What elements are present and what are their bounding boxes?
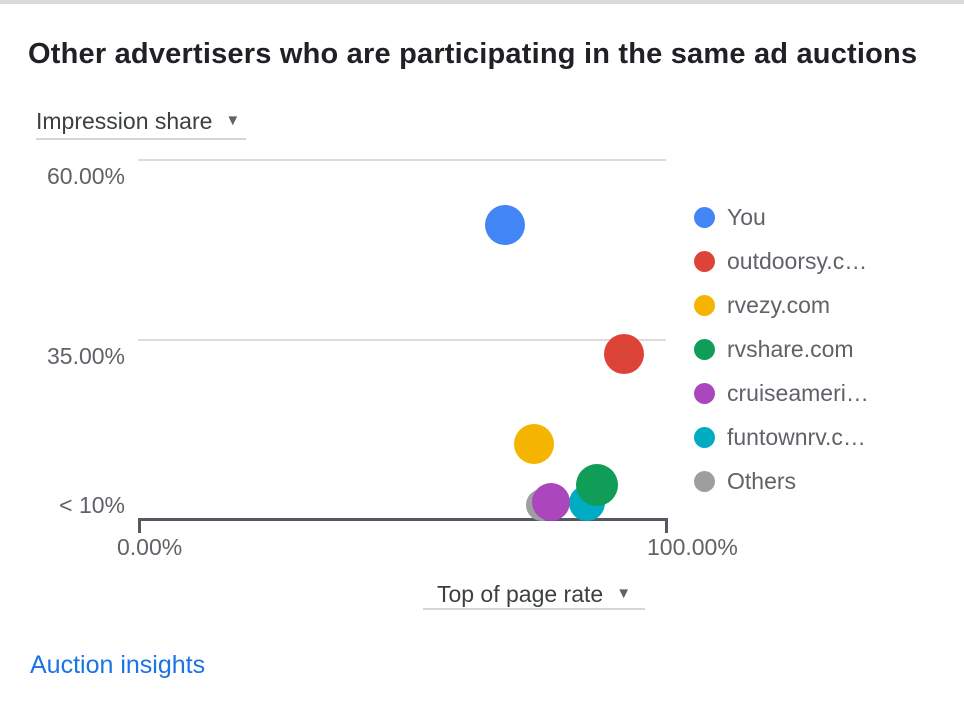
y-tick-label: < 10% — [59, 492, 125, 518]
x-axis-right-end-tick — [665, 518, 668, 533]
legend-color-dot-others — [694, 470, 715, 492]
legend-color-dot-cruiseameri — [694, 382, 715, 404]
legend-color-dot-rvezy-com — [694, 294, 715, 316]
legend-item-rvshare-com: rvshare.com — [694, 327, 869, 371]
impression-share-dropdown[interactable]: Impression share ▼ — [36, 104, 247, 140]
legend-label: funtownrv.c… — [727, 423, 866, 450]
legend-item-cruiseameri: cruiseameri… — [694, 371, 869, 415]
bubble-rvezy-com[interactable] — [514, 423, 555, 464]
legend-color-dot-rvshare-com — [694, 338, 715, 360]
legend-color-dot-outdoorsy-c — [694, 250, 715, 272]
legend-item-funtownrv-c: funtownrv.c… — [694, 415, 869, 459]
legend-color-dot-you — [694, 206, 715, 228]
x-axis-left-end-tick — [138, 518, 141, 533]
bubble-cruiseameri[interactable] — [532, 483, 571, 521]
legend-item-others: Others — [694, 459, 869, 503]
card-top-border — [0, 0, 964, 4]
y-tick-label: 35.00% — [46, 342, 125, 369]
x-tick-label: 100.00% — [647, 534, 738, 560]
gridline — [138, 338, 666, 341]
legend-label: rvezy.com — [727, 291, 831, 318]
chevron-down-icon: ▼ — [616, 584, 632, 602]
gridline — [138, 159, 666, 161]
auction-insights-link[interactable]: Auction insights — [30, 651, 206, 679]
x-axis-line — [138, 518, 668, 521]
legend-item-you: You — [694, 195, 869, 239]
legend-label: outdoorsy.c… — [727, 247, 868, 274]
legend-label: rvshare.com — [727, 335, 854, 362]
x-tick-label: 0.00% — [117, 534, 183, 560]
chart-legend: You outdoorsy.c… rvezy.com rvshare.com cruis… — [694, 195, 869, 503]
legend-color-dot-funtownrv-c — [694, 426, 715, 448]
legend-item-outdoorsy-c: outdoorsy.c… — [694, 239, 869, 283]
legend-label: You — [727, 203, 766, 230]
y-tick-label: 60.00% — [46, 163, 125, 189]
legend-label: cruiseameri… — [727, 379, 869, 406]
bubble-you[interactable] — [485, 204, 526, 245]
chart-title: Other advertisers who are participating … — [28, 38, 918, 70]
top-of-page-rate-dropdown-label: Top of page rate — [436, 580, 604, 607]
legend-item-rvezy-com: rvezy.com — [694, 283, 869, 327]
top-of-page-rate-dropdown[interactable]: Top of page rate ▼ — [423, 579, 645, 610]
impression-share-dropdown-label: Impression share — [36, 108, 213, 134]
bubble-rvshare-com[interactable] — [576, 463, 619, 506]
bubble-outdoorsy-c[interactable] — [603, 333, 644, 374]
legend-label: Others — [727, 467, 797, 494]
chevron-down-icon: ▼ — [225, 112, 241, 129]
